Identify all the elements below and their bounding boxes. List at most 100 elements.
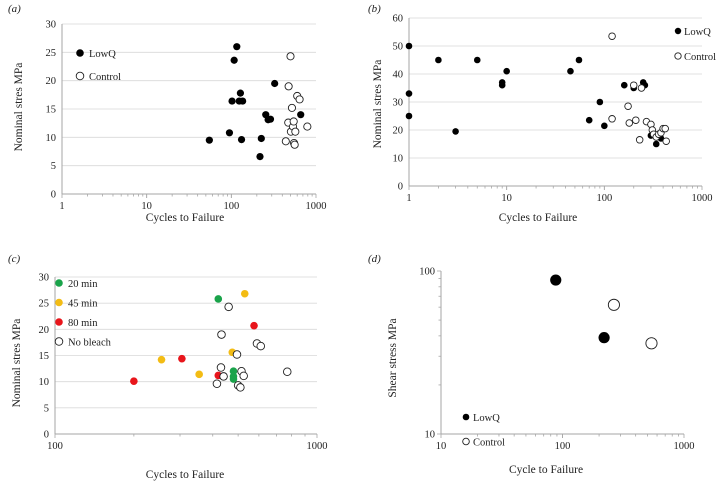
x-tick-label-b: 10 xyxy=(501,193,512,204)
point-b-lowq-9 xyxy=(567,67,574,75)
y-tick-label-b: 20 xyxy=(393,126,404,137)
legend-d: LowQ Control xyxy=(462,413,505,448)
point-a-lowq-10 xyxy=(257,134,265,143)
point-c-20-min-1 xyxy=(229,367,238,376)
point-b-control-7 xyxy=(637,84,646,92)
point-c-80-min-1 xyxy=(178,354,186,363)
x-tick-label-a: 100 xyxy=(223,201,239,212)
axes-b xyxy=(408,18,703,190)
legend-marker-c-45-min xyxy=(55,298,63,307)
legend-label-c-no-bleach: No bleach xyxy=(68,337,112,348)
panel-letter-c: (c) xyxy=(8,253,21,265)
point-d-control-1 xyxy=(645,337,658,350)
x-tick-label-d: 10 xyxy=(436,441,447,452)
point-a-control-9 xyxy=(290,140,299,149)
point-a-control-7 xyxy=(289,117,298,126)
x-ticks-d: 10 100 1000 xyxy=(436,441,695,452)
y-tick-label-a: 15 xyxy=(46,105,57,116)
y-tick-label-b: 30 xyxy=(393,98,404,109)
point-a-control-5 xyxy=(287,103,297,112)
point-d-control-0 xyxy=(607,298,620,311)
points-a xyxy=(205,43,312,161)
x-tick-label-d: 100 xyxy=(555,441,571,452)
point-b-lowq-11 xyxy=(585,116,593,124)
y-tick-label-d: 100 xyxy=(419,267,435,278)
x-tick-label-d: 1000 xyxy=(674,441,695,452)
point-b-lowq-2 xyxy=(405,112,413,120)
point-b-lowq-0 xyxy=(405,42,413,50)
point-b-lowq-7 xyxy=(498,81,506,89)
point-b-lowq-19 xyxy=(652,140,660,148)
y-tick-label-b: 60 xyxy=(393,14,404,25)
panel-c: (c) 0 5 10 15 20 25 30 100 1000 20 min 45 min 80 … xyxy=(8,253,328,481)
point-b-lowq-5 xyxy=(473,56,481,64)
point-b-lowq-3 xyxy=(435,56,442,64)
point-b-lowq-12 xyxy=(596,98,604,106)
point-a-lowq-0 xyxy=(205,136,213,144)
point-d-lowq-1 xyxy=(598,332,610,344)
legend-label-c-45-min: 45 min xyxy=(68,298,98,309)
y-ticks-b: 0 10 20 30 40 50 60 xyxy=(393,14,404,193)
point-c-no-bleach-7 xyxy=(236,383,245,392)
y-tick-label-c: 10 xyxy=(39,377,50,388)
point-c-45-min-1 xyxy=(195,370,203,379)
point-b-control-3 xyxy=(625,119,634,127)
point-a-lowq-1 xyxy=(225,129,234,137)
points-c xyxy=(130,289,292,392)
y-axis-title-c: Nominal stres MPa xyxy=(11,319,23,408)
point-a-lowq-4 xyxy=(233,43,241,51)
y-tick-label-a: 10 xyxy=(46,133,57,144)
y-axis-title-d: Shear stress MPa xyxy=(387,318,399,397)
y-tick-label-b: 10 xyxy=(393,154,404,165)
y-axis-title-a: Nominal stres MPa xyxy=(13,63,25,152)
x-ticks-a: 1 10 100 1000 xyxy=(59,201,326,212)
legend-b: LowQ Control xyxy=(674,27,716,63)
legend-c: 20 min 45 min 80 min No bleach xyxy=(54,279,112,348)
point-a-control-2 xyxy=(284,82,293,91)
point-b-control-6 xyxy=(635,136,644,144)
point-c-no-bleach-9 xyxy=(239,371,248,381)
legend-marker-a-lowq xyxy=(76,49,84,57)
point-a-lowq-3 xyxy=(230,56,238,64)
legend-label-d-control: Control xyxy=(473,437,505,448)
y-tick-label-c: 25 xyxy=(39,299,50,310)
point-b-lowq-4 xyxy=(452,128,459,135)
legend-label-d-lowq: LowQ xyxy=(473,413,500,424)
grid-a xyxy=(62,23,316,167)
x-tick-label-c: 100 xyxy=(47,441,63,452)
grid-c xyxy=(55,276,317,409)
legend-marker-c-80-min xyxy=(55,318,63,326)
point-c-80-min-3 xyxy=(250,321,258,330)
y-ticks-a: 0 5 10 15 20 25 30 xyxy=(46,20,57,201)
point-c-20-min-3 xyxy=(229,375,238,383)
point-c-no-bleach-3 xyxy=(219,372,228,381)
y-tick-label-c: 5 xyxy=(44,403,49,414)
point-c-no-bleach-5 xyxy=(232,350,242,359)
y-tick-label-c: 0 xyxy=(44,430,49,441)
point-a-control-0 xyxy=(281,137,290,146)
point-a-lowq-14 xyxy=(271,79,279,88)
point-b-control-17 xyxy=(662,137,670,145)
point-a-control-10 xyxy=(291,127,300,136)
point-b-control-16 xyxy=(661,124,669,133)
point-c-no-bleach-2 xyxy=(217,330,226,339)
y-tick-label-b: 0 xyxy=(398,182,403,193)
point-c-45-min-3 xyxy=(240,289,249,298)
point-a-control-3 xyxy=(286,52,295,61)
point-a-lowq-13 xyxy=(266,115,275,123)
x-tick-label-a: 10 xyxy=(141,201,152,212)
point-c-80-min-0 xyxy=(130,377,138,385)
legend-label-b-control: Control xyxy=(684,52,716,63)
legend-label-a-lowq: LowQ xyxy=(89,49,116,60)
y-tick-label-d: 10 xyxy=(425,430,436,441)
point-a-lowq-6 xyxy=(236,89,245,97)
point-b-lowq-14 xyxy=(620,81,628,89)
point-b-control-1 xyxy=(608,115,616,123)
x-axis-title-b: Cycles to Failure xyxy=(499,212,578,224)
point-a-lowq-15 xyxy=(297,111,305,119)
y-tick-label-a: 20 xyxy=(46,76,57,87)
panel-letter-d: (d) xyxy=(368,253,381,265)
x-tick-label-b: 1000 xyxy=(692,193,713,204)
y-ticks-c: 0 5 10 15 20 25 30 xyxy=(39,273,50,441)
legend-label-a-control: Control xyxy=(89,72,121,83)
